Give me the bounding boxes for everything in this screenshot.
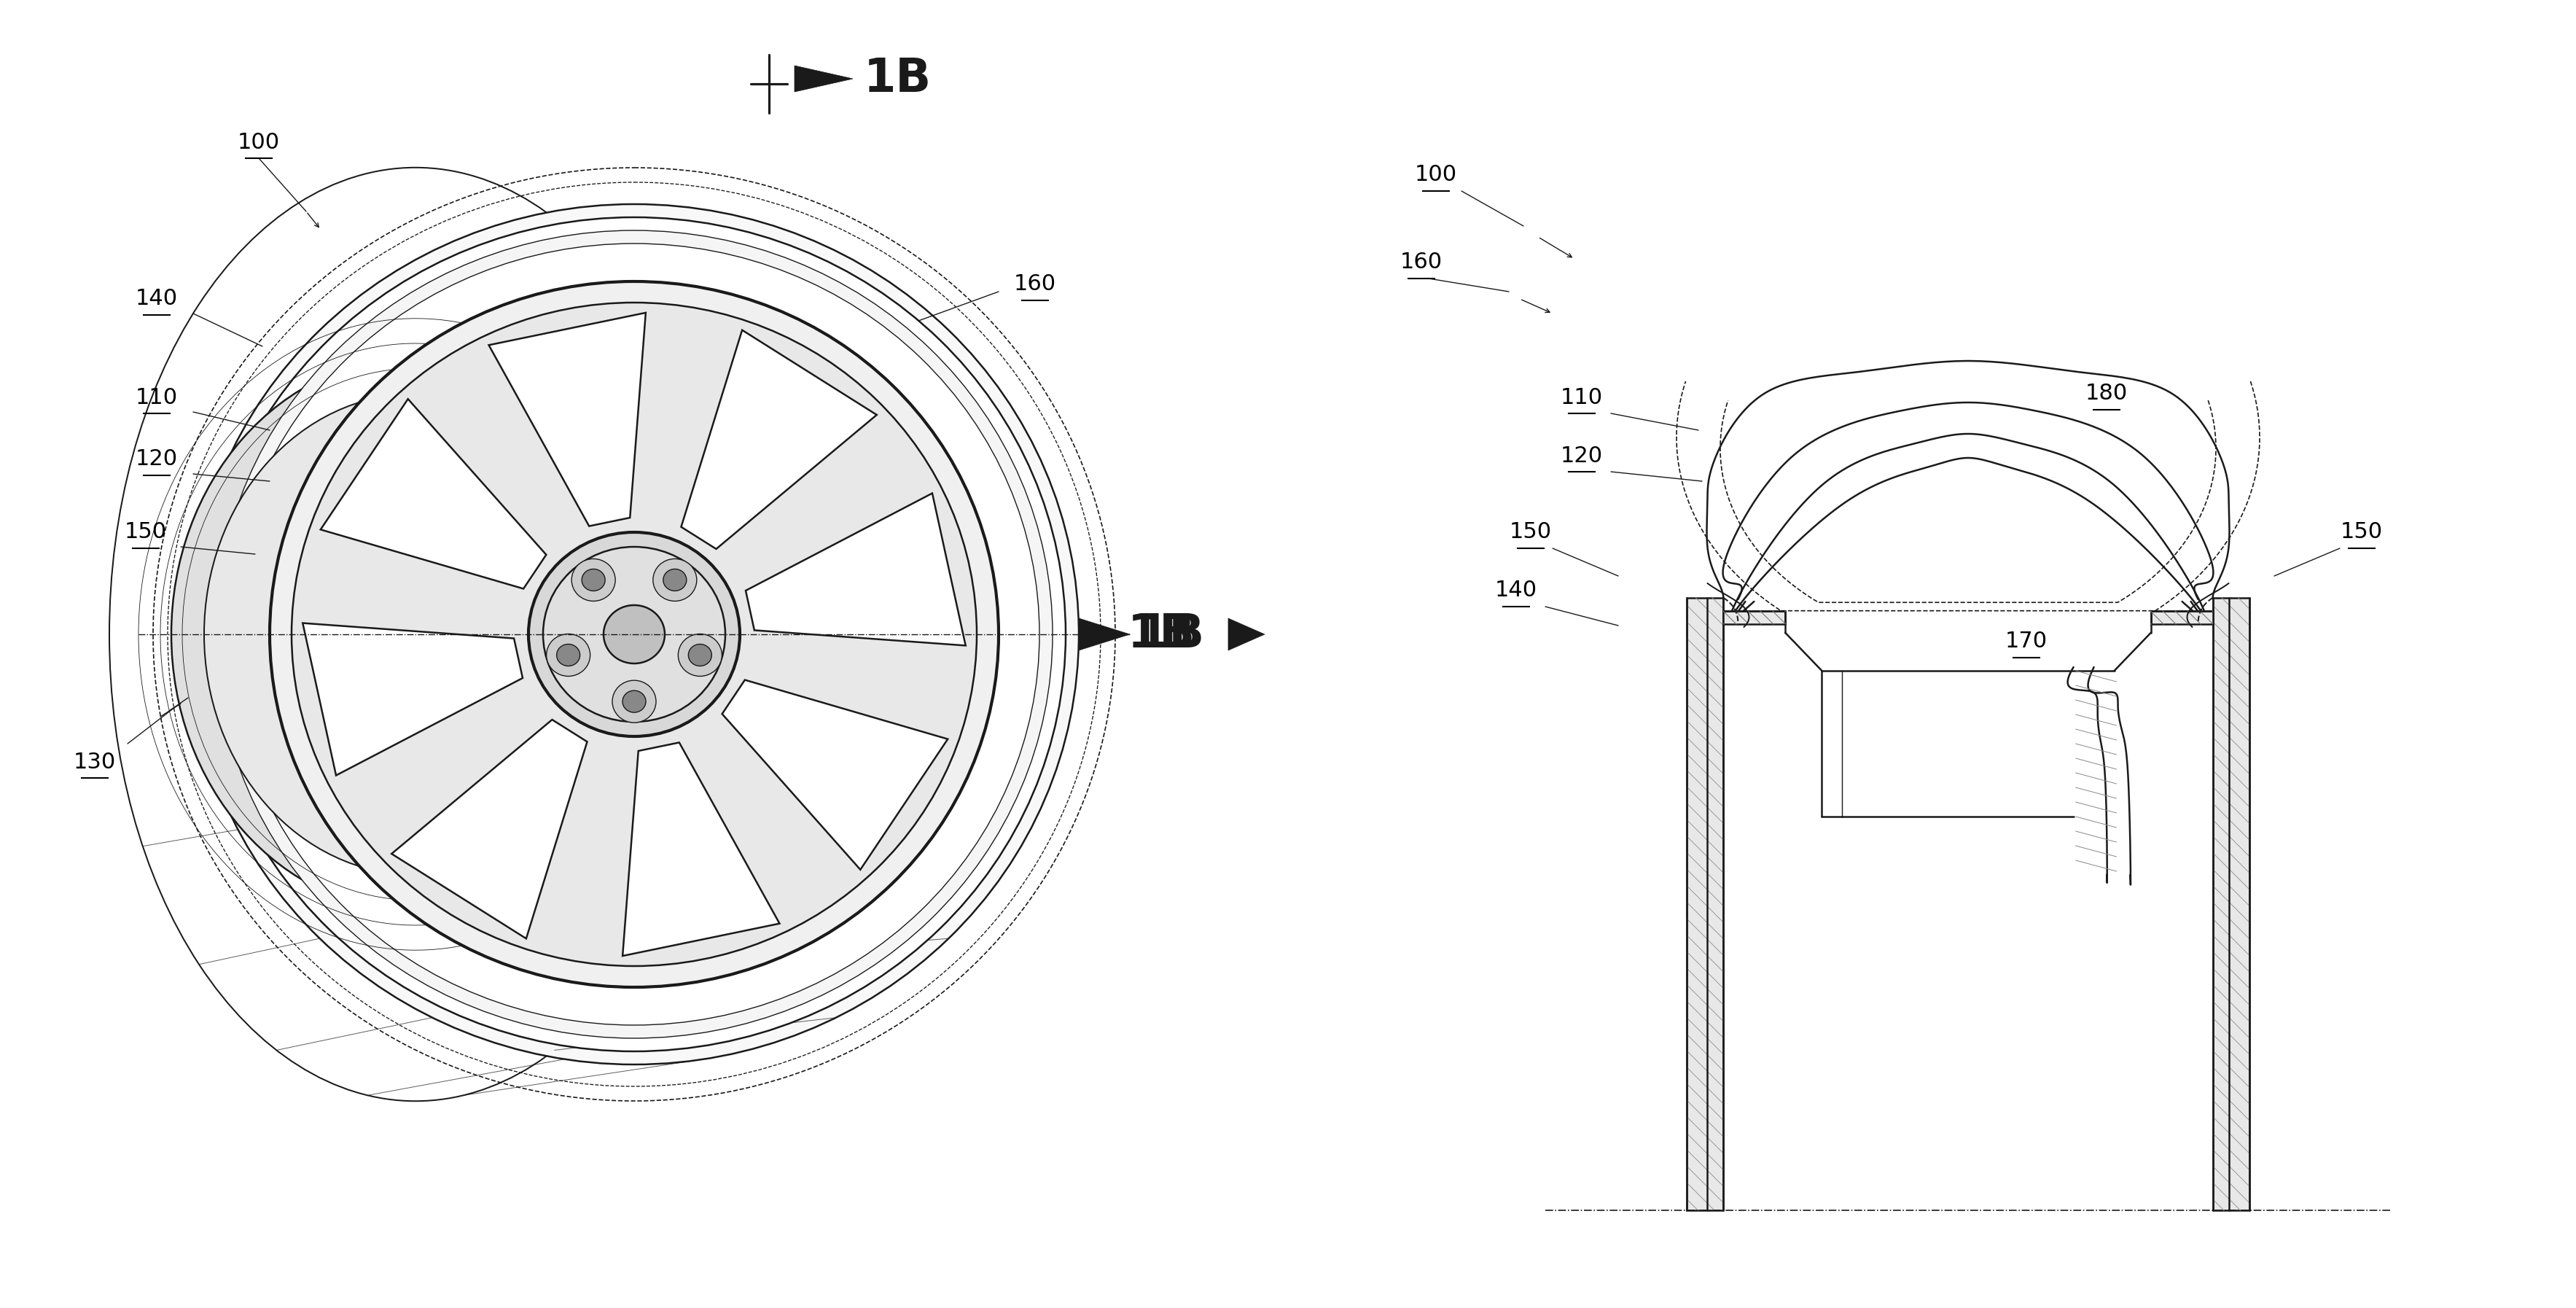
Ellipse shape	[353, 782, 448, 837]
Polygon shape	[1229, 619, 1265, 650]
Polygon shape	[793, 65, 853, 92]
Text: 150: 150	[1510, 522, 1551, 543]
Ellipse shape	[677, 634, 721, 676]
Text: 170: 170	[2004, 630, 2048, 653]
Polygon shape	[680, 330, 876, 549]
Polygon shape	[744, 493, 966, 646]
Ellipse shape	[546, 634, 590, 676]
Ellipse shape	[353, 425, 448, 479]
Text: 140: 140	[1494, 579, 1538, 602]
Ellipse shape	[613, 680, 657, 722]
Ellipse shape	[204, 394, 626, 875]
Text: 140: 140	[137, 288, 178, 310]
Text: 110: 110	[137, 387, 178, 408]
Polygon shape	[319, 399, 546, 589]
Text: 180: 180	[2087, 383, 2128, 404]
Ellipse shape	[428, 515, 541, 564]
Text: 1B: 1B	[863, 56, 933, 101]
Ellipse shape	[556, 644, 580, 666]
Text: 1B: 1B	[1128, 612, 1195, 657]
Text: 130: 130	[75, 751, 116, 773]
Text: 160: 160	[1015, 273, 1056, 294]
Ellipse shape	[191, 204, 1079, 1065]
Bar	[1687, 598, 1723, 1210]
Ellipse shape	[544, 547, 726, 722]
Ellipse shape	[582, 569, 605, 591]
Text: 100: 100	[237, 132, 281, 153]
Polygon shape	[392, 719, 587, 939]
Ellipse shape	[603, 606, 665, 663]
Bar	[2151, 611, 2213, 624]
Text: 1B: 1B	[1136, 612, 1206, 657]
Ellipse shape	[652, 559, 696, 602]
Ellipse shape	[229, 243, 1041, 1025]
Polygon shape	[304, 623, 523, 776]
Text: 120: 120	[137, 449, 178, 470]
Ellipse shape	[204, 217, 1066, 1052]
Bar	[2213, 598, 2249, 1210]
Ellipse shape	[623, 691, 647, 713]
Ellipse shape	[291, 302, 976, 967]
Ellipse shape	[216, 230, 1054, 1039]
Polygon shape	[721, 680, 948, 870]
Text: 150: 150	[124, 522, 167, 543]
Polygon shape	[489, 313, 647, 526]
Text: 120: 120	[1561, 445, 1602, 466]
Bar	[1723, 611, 1785, 624]
Ellipse shape	[528, 532, 739, 736]
Text: 160: 160	[1401, 252, 1443, 273]
Ellipse shape	[270, 281, 999, 988]
Ellipse shape	[394, 600, 526, 653]
Text: 150: 150	[2342, 522, 2383, 543]
Ellipse shape	[572, 559, 616, 602]
Ellipse shape	[428, 697, 541, 747]
Ellipse shape	[662, 569, 688, 591]
Ellipse shape	[170, 357, 659, 912]
Polygon shape	[623, 743, 781, 956]
Text: 110: 110	[1561, 387, 1602, 408]
Polygon shape	[1079, 619, 1131, 650]
Ellipse shape	[688, 644, 711, 666]
Text: 100: 100	[1414, 165, 1458, 186]
